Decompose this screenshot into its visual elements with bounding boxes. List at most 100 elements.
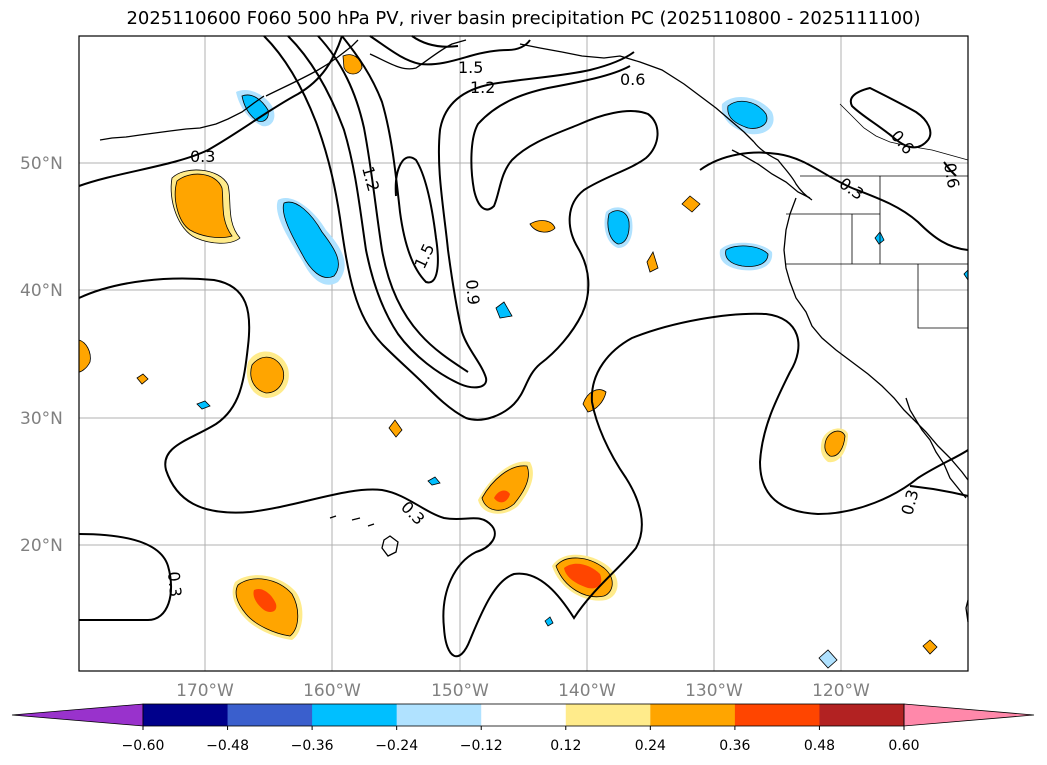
pv-contour [287,35,635,389]
coastline-baja [905,397,967,499]
precip-blob [646,251,659,273]
colorbar-tick-label: −0.48 [206,738,249,754]
contour-label: 0.6 [887,126,918,158]
colorbar-segment [734,704,820,726]
precip-blob [727,100,768,129]
precip-blob [427,476,441,486]
precip-blob [250,356,285,394]
precip-blob [824,430,846,457]
border-alaska-canada [839,103,969,161]
coastline-bc [753,141,813,201]
coastline-us-west [783,197,969,481]
precip-blob [544,616,554,627]
colorbar-tick-label: 0.48 [804,738,835,754]
latitude-labels: 50°N 40°N 30°N 20°N [20,154,63,556]
map-title: 2025110600 F060 500 hPa PV, river basin … [126,8,921,29]
pv-contour [849,86,932,149]
colorbar-segment [565,704,651,726]
borders [786,103,969,329]
precip-blob [874,231,885,245]
lon-label: 160°W [303,681,361,701]
pv-contour [317,35,469,373]
contour-label: 0.3 [397,497,428,528]
colorbar-tick-label: −0.36 [291,738,334,754]
colorbar-segment [481,704,567,726]
colorbar-segment [396,704,482,726]
border-states [786,176,968,329]
precip-blob [253,588,277,612]
colorbar-tick-label: 0.12 [550,738,581,754]
precip-blob [481,465,529,511]
colorbar-segment [650,704,736,726]
contour-label: 0.3 [898,488,923,518]
lon-label: 140°W [558,681,616,701]
contour-label: 1.5 [458,58,483,77]
contour-label: 0.3 [164,571,185,598]
precip-blob [818,649,838,669]
contour-label: 0.6 [620,70,645,89]
precip-blob [494,490,510,503]
pv-contours [78,35,969,658]
contour-label: 0.3 [836,174,868,204]
lat-label: 40°N [20,281,63,301]
colorbar-segment [819,704,905,726]
pv-contour [943,161,957,177]
lon-label: 150°W [431,681,489,701]
map-frame [78,35,969,672]
colorbar-tick-label: 0.60 [888,738,919,754]
contour-label: 1.2 [470,78,495,97]
lon-label: 120°W [812,681,870,701]
coastlines [99,39,969,623]
contour-label: 1.2 [358,164,383,194]
precip-blob [564,563,602,589]
pv-contour [78,277,969,658]
precip-blob [282,201,339,278]
precip-blob [582,389,607,413]
coastline-mexico [965,599,969,623]
contour-labels: 1.5 1.2 0.6 0.3 1.2 1.5 0.9 0.3 0.3 0.6 … [164,58,963,598]
coastline-hawaii [329,515,399,557]
coastline-alaska [265,39,755,143]
coastline-vancouver-island [731,149,811,199]
colorbar [11,703,1035,727]
lat-label: 50°N [20,154,63,174]
precip-blob [342,54,363,75]
gridlines [79,36,968,671]
pv-contour [263,35,659,421]
precip-blob [725,245,769,267]
coastline-aleutians [99,95,265,141]
contour-label: 0.9 [462,279,483,306]
longitude-labels: 170°W 160°W 150°W 140°W 130°W 120°W [176,681,870,701]
colorbar-tick-label: 0.36 [719,738,750,754]
contour-label: 0.6 [940,161,963,189]
precip-blob [607,210,630,245]
precip-blob [78,339,91,373]
pv-contour [699,151,969,251]
pv-contour [411,35,459,48]
precip-shading [78,54,969,669]
colorbar-segment [143,704,229,726]
colorbar-tick-label: −0.60 [122,738,165,754]
colorbar-tick-label: −0.24 [375,738,418,754]
colorbar-ticks: −0.60 −0.48 −0.36 −0.24 −0.12 0.12 0.24 0.36 0.4… [122,726,920,754]
precip-blob [529,220,556,233]
pv-contour [341,35,439,284]
pv-contour [369,35,531,66]
lat-label: 20°N [20,536,63,556]
precip-blob [136,373,149,385]
pv-contour [78,35,343,187]
lat-label: 30°N [20,409,63,429]
colorbar-extend-low [11,703,144,727]
precip-blob [681,195,701,213]
lon-label: 130°W [685,681,743,701]
contour-label: 0.3 [190,147,215,166]
pv-contour [78,533,173,622]
precip-blob [196,400,211,410]
precip-blob [174,173,233,238]
pv-contour [909,485,969,497]
precip-blob [922,639,938,655]
precip-blob [388,419,403,438]
colorbar-tick-label: 0.24 [635,738,666,754]
colorbar-segment [312,704,398,726]
